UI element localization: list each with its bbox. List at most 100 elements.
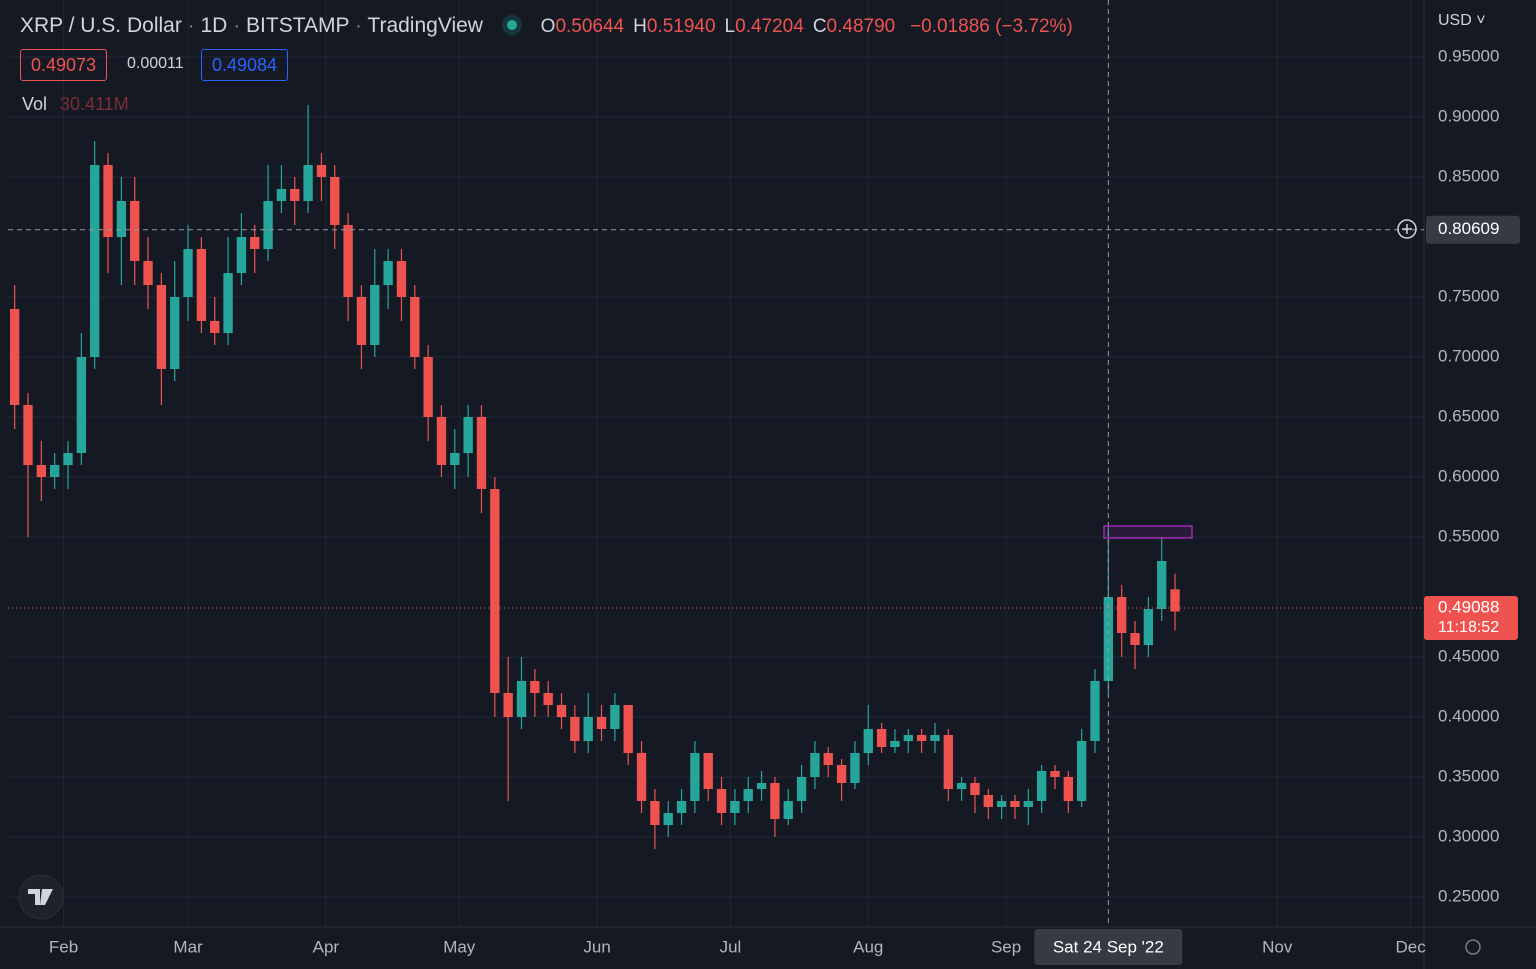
candle-body <box>423 357 433 417</box>
candle-body <box>730 801 740 813</box>
candle-body <box>636 753 647 801</box>
last-price-box <box>1424 595 1518 640</box>
candle-body <box>516 681 527 717</box>
y-tick-label: 0.45000 <box>1438 646 1499 665</box>
x-tick-label: Mar <box>173 937 203 956</box>
volume-label: Vol <box>22 94 48 114</box>
market-status[interactable] <box>506 20 517 30</box>
candle-body <box>250 237 260 249</box>
ohlc-value: 0.50644 <box>555 16 625 37</box>
candle-body <box>543 693 553 705</box>
candle-body <box>823 753 833 765</box>
candle-body <box>970 783 980 795</box>
candle-body <box>223 273 233 333</box>
candle-body <box>663 813 673 825</box>
candle-body <box>903 735 913 741</box>
candle-body <box>943 735 953 789</box>
candle-body <box>476 417 487 489</box>
candle-body <box>63 453 73 465</box>
add-alert-icon[interactable] <box>1397 219 1417 239</box>
candle-body <box>956 783 967 789</box>
change: −0.01886 (−3.72%) <box>910 16 1073 37</box>
ohlc-value: 0.51940 <box>646 16 716 37</box>
candle-body <box>90 165 100 357</box>
candle-body <box>490 489 500 693</box>
candle-body <box>596 717 607 729</box>
last-price-label: 0.49088 <box>1438 597 1499 616</box>
candle-body <box>23 405 33 465</box>
candle-body <box>383 261 393 285</box>
ohlc-value: 0.48790 <box>826 16 896 37</box>
interval[interactable]: 1D <box>200 14 228 37</box>
settings-icon[interactable] <box>1465 939 1481 955</box>
countdown: 11:18:52 <box>1438 619 1499 636</box>
y-tick-label: 0.55000 <box>1438 526 1499 545</box>
candle-body <box>836 765 847 783</box>
candle-body <box>156 285 167 369</box>
symbol-title[interactable]: XRP / U.S. Dollar <box>20 14 182 37</box>
x-tick-label: May <box>443 937 476 956</box>
candle-body <box>10 309 20 405</box>
buy-price[interactable]: 0.49084 <box>201 49 289 81</box>
candle-body <box>703 753 713 789</box>
candle-body <box>796 777 807 801</box>
candle-body <box>303 165 313 201</box>
crosshair-price-label: 0.80609 <box>1438 219 1499 238</box>
candle-body <box>436 417 447 465</box>
x-tick-label: Apr <box>313 937 340 956</box>
candle-body <box>330 177 340 225</box>
candle-body <box>170 297 180 369</box>
candle-body <box>690 753 700 801</box>
header: XRP / U.S. Dollar · 1D · BITSTAMP · Trad… <box>20 14 1073 37</box>
crosshair-price-box <box>1426 215 1520 244</box>
candle-body <box>1023 801 1033 807</box>
candle-body <box>876 729 887 747</box>
currency-label: USD <box>1438 12 1472 29</box>
crosshair-date-box <box>1034 929 1183 965</box>
y-tick-label: 0.85000 <box>1438 166 1499 185</box>
x-tick-label: Aug <box>853 937 883 956</box>
candle-body <box>983 795 993 807</box>
crosshair-date-label: Sat 24 Sep '22 <box>1053 937 1164 956</box>
y-tick-label: 0.40000 <box>1438 706 1499 725</box>
candle-body <box>770 783 780 819</box>
candle-body <box>116 201 127 237</box>
candle-body <box>863 729 873 753</box>
ohlc-label: H <box>633 16 647 37</box>
candle-body <box>370 285 380 345</box>
candle-body <box>850 753 860 783</box>
candle-body <box>1036 771 1047 801</box>
spread: 0.00011 <box>127 55 184 72</box>
candle-body <box>570 717 580 741</box>
candle-body <box>1130 633 1140 645</box>
candle-body <box>610 705 620 729</box>
candle-body <box>316 165 327 177</box>
ohlc-values: O0.50644 H0.51940 L0.47204 C0.48790 <box>541 16 905 37</box>
currency[interactable]: USD ˅ <box>1438 12 1486 29</box>
y-tick-label: 0.90000 <box>1438 106 1499 125</box>
candle-body <box>276 189 287 201</box>
y-tick-label: 0.70000 <box>1438 346 1499 365</box>
logo-mark <box>28 889 53 905</box>
candle-body <box>290 189 300 201</box>
candle-body <box>236 237 247 273</box>
x-tick-label: Feb <box>49 937 78 956</box>
y-tick-label: 0.60000 <box>1438 466 1499 485</box>
drawn-rectangle[interactable] <box>1103 525 1193 539</box>
candle-body <box>556 705 567 717</box>
x-tick-label: Jun <box>583 937 610 956</box>
y-tick-label: 0.30000 <box>1438 826 1499 845</box>
y-tick-label: 0.35000 <box>1438 766 1499 785</box>
candle-body <box>396 261 407 297</box>
candle-body <box>1090 681 1100 741</box>
candle-body <box>76 357 87 453</box>
y-tick-label: 0.75000 <box>1438 286 1499 305</box>
ohlc-value: 0.47204 <box>735 16 804 37</box>
candle-body <box>890 741 900 747</box>
x-tick-label: Nov <box>1262 937 1293 956</box>
candle-body <box>183 249 193 297</box>
x-tick-label: Dec <box>1396 937 1427 956</box>
sell-price[interactable]: 0.49073 <box>20 49 108 81</box>
candle-body <box>783 801 793 819</box>
